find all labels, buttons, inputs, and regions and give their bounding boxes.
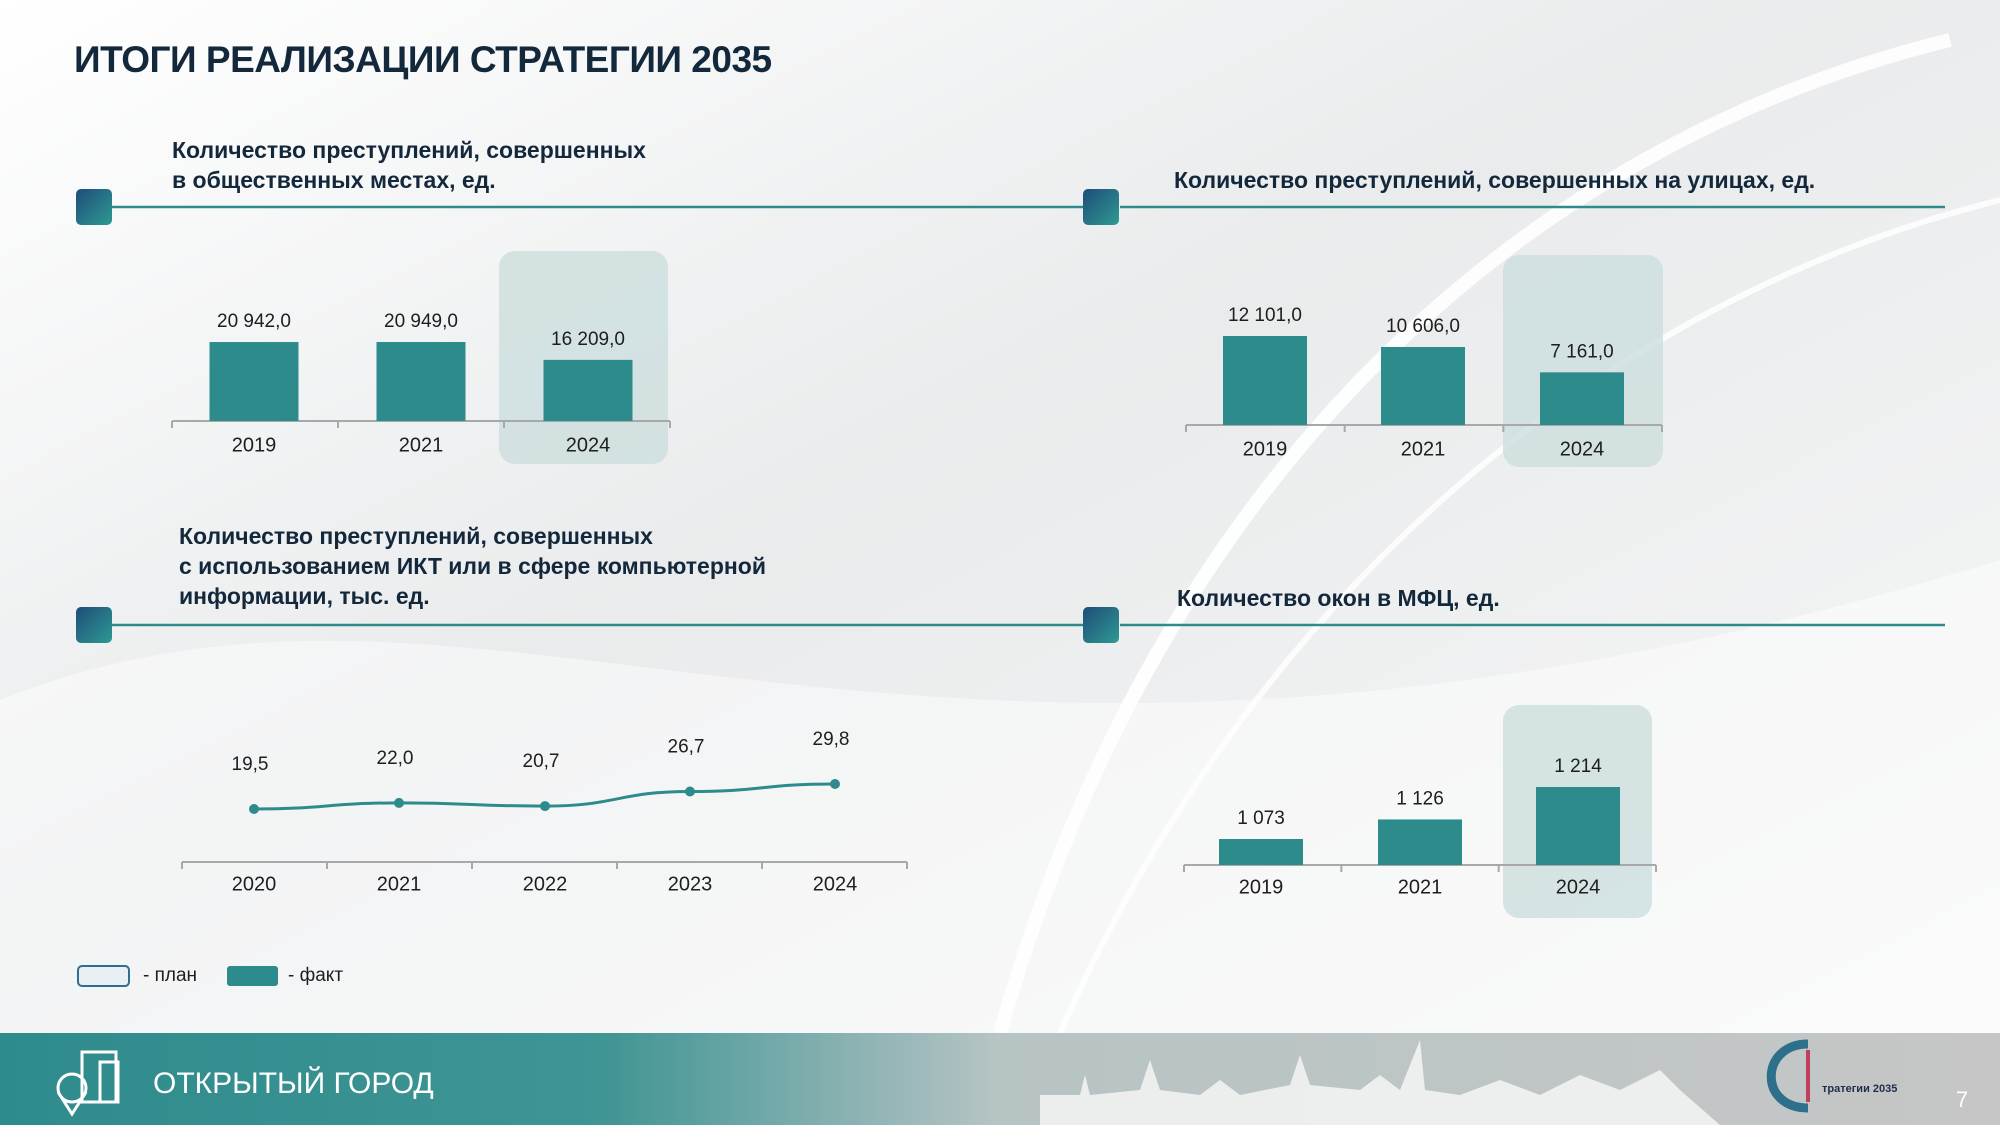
point (830, 779, 840, 789)
chart-title: Количество преступлений, совершенных на … (1174, 167, 1815, 193)
decor-swoosh (993, 33, 1952, 1035)
value-label: 7 161,0 (1550, 341, 1613, 362)
value-label: 12 101,0 (1228, 305, 1302, 326)
value-label: 1 073 (1237, 808, 1285, 829)
value-label: 26,7 (668, 737, 705, 758)
value-label: 20 949,0 (384, 311, 458, 332)
section-icon (1083, 607, 1119, 643)
plan-highlight (499, 251, 668, 464)
background (0, 0, 2000, 1033)
bar (1536, 787, 1620, 865)
bar (1378, 819, 1462, 865)
value-label: 20,7 (523, 751, 560, 772)
point (540, 801, 550, 812)
x-tick-label: 2020 (232, 873, 277, 895)
decor-wave (0, 560, 2000, 1033)
legend-label: - факт (288, 965, 343, 986)
x-tick-label: 2024 (566, 434, 611, 456)
chart-title: Количество окон в МФЦ, ед. (1177, 585, 1500, 611)
point (249, 804, 259, 814)
slide-title: ИТОГИ РЕАЛИЗАЦИИ СТРАТЕГИИ 2035 (74, 39, 772, 80)
logo-mark (1766, 1039, 1809, 1113)
section-icon (76, 607, 112, 643)
bar (1540, 372, 1624, 425)
value-label: 1 214 (1554, 756, 1602, 777)
bar (376, 342, 466, 421)
bar (1219, 839, 1303, 865)
decor-swoosh (1057, 197, 2000, 1035)
value-label: 1 126 (1396, 788, 1444, 809)
legend-swatch-plan (77, 965, 130, 987)
bar (1223, 336, 1307, 425)
legend-swatch-fact (227, 966, 278, 986)
bar (543, 359, 633, 421)
x-tick-label: 2021 (377, 873, 422, 895)
x-tick-label: 2022 (523, 873, 568, 895)
footer-section: ОТКРЫТЫЙ ГОРОД (153, 1066, 434, 1100)
chart-title: с использованием ИКТ или в сфере компьют… (179, 553, 766, 579)
x-tick-label: 2023 (668, 873, 713, 895)
x-tick-label: 2021 (1398, 876, 1443, 898)
x-tick-label: 2019 (1239, 876, 1284, 898)
chart-title: в общественных местах, ед. (172, 167, 496, 193)
value-label: 22,0 (377, 748, 414, 769)
chart-title: информации, тыс. ед. (179, 583, 430, 609)
value-label: 19,5 (232, 754, 269, 775)
value-label: 29,8 (813, 729, 850, 750)
logo-text: тратегии 2035 (1822, 1083, 1897, 1095)
value-label: 10 606,0 (1386, 316, 1460, 337)
skyline (1040, 1040, 1720, 1125)
page-number: 7 (1956, 1087, 1968, 1112)
chart-title: Количество преступлений, совершенных (172, 137, 646, 163)
point (685, 786, 695, 797)
x-tick-label: 2024 (813, 873, 858, 895)
bar (209, 342, 299, 421)
value-label: 20 942,0 (217, 311, 291, 332)
bar (1381, 346, 1465, 425)
x-tick-label: 2021 (399, 434, 444, 456)
section-icon (1083, 189, 1119, 225)
point (394, 797, 404, 808)
footer-icon (56, 1050, 120, 1117)
section-icon (76, 189, 112, 225)
x-tick-label: 2019 (232, 434, 277, 456)
x-tick-label: 2024 (1556, 876, 1601, 898)
legend-label: - план (143, 965, 197, 986)
chart-title: Количество преступлений, совершенных (179, 523, 653, 549)
x-tick-label: 2019 (1243, 438, 1288, 460)
x-tick-label: 2024 (1560, 438, 1605, 460)
x-tick-label: 2021 (1401, 438, 1446, 460)
value-label: 16 209,0 (551, 329, 625, 350)
